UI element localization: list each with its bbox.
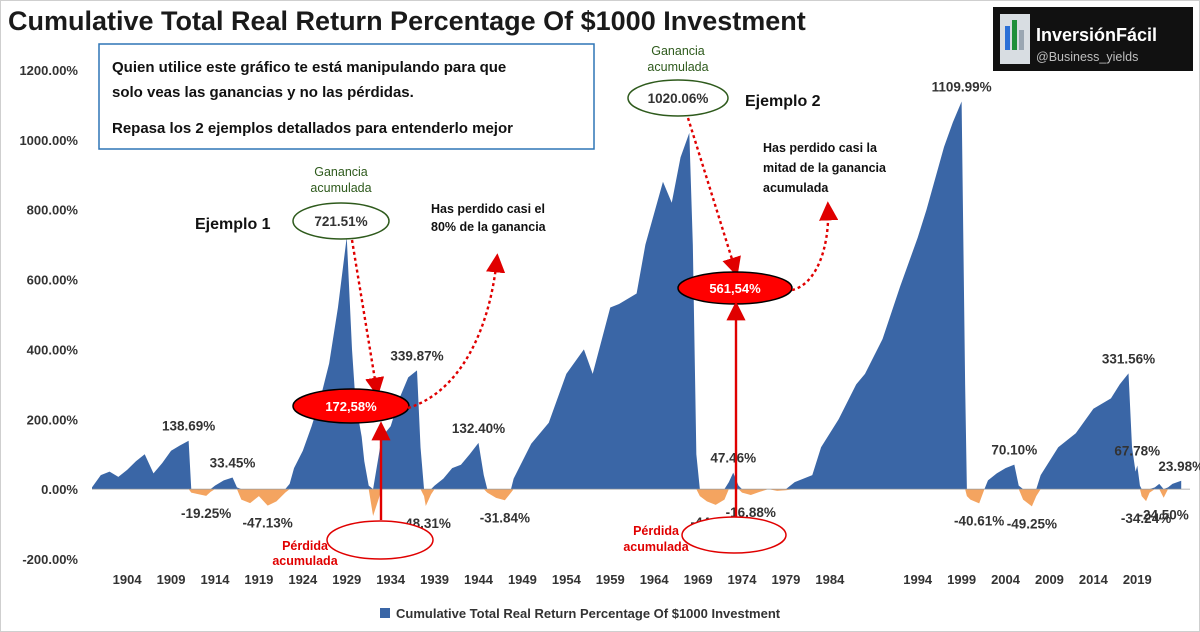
y-tick-label: 400.00% bbox=[27, 342, 79, 357]
data-label: 132.40% bbox=[452, 421, 505, 436]
x-tick-label: 1979 bbox=[771, 572, 800, 587]
x-axis: 1904 1909 1914 1919 1924 1929 1934 1939 1944 1949… bbox=[113, 572, 1152, 587]
ej2-message-1: Has perdido casi la bbox=[763, 141, 878, 155]
ej1-message-2: 80% de la ganancia bbox=[431, 220, 547, 234]
brand-logo-icon bbox=[1000, 14, 1030, 64]
x-tick-label: 1974 bbox=[728, 572, 758, 587]
note-box: Quien utilice este gráfico te está manip… bbox=[98, 43, 595, 150]
x-tick-label: 1959 bbox=[596, 572, 625, 587]
brand-name: InversiónFácil bbox=[1036, 25, 1157, 45]
x-tick-label: 2019 bbox=[1123, 572, 1152, 587]
y-axis: 1200.00% 1000.00% 800.00% 600.00% 400.00% 200… bbox=[19, 63, 78, 567]
data-label: -49.25% bbox=[1007, 516, 1057, 531]
ej1-message-1: Has perdido casi el bbox=[431, 202, 545, 216]
x-tick-label: 2004 bbox=[991, 572, 1021, 587]
ej2-loss-ellipse bbox=[681, 516, 787, 554]
x-tick-label: 1944 bbox=[464, 572, 494, 587]
x-tick-label: 1904 bbox=[113, 572, 143, 587]
data-label: 67.78% bbox=[1114, 443, 1160, 458]
brand-badge: InversiónFácil @Business_yields bbox=[993, 7, 1193, 71]
x-tick-label: 1954 bbox=[552, 572, 582, 587]
x-tick-label: 1999 bbox=[947, 572, 976, 587]
ej2-message-3: acumulada bbox=[763, 181, 829, 195]
positive-area bbox=[92, 101, 1182, 490]
series-area bbox=[92, 101, 1182, 516]
x-tick-label: 1929 bbox=[332, 572, 361, 587]
x-tick-label: 1939 bbox=[420, 572, 449, 587]
chart-title: Cumulative Total Real Return Percentage … bbox=[8, 6, 806, 36]
data-label: 33.45% bbox=[210, 455, 256, 470]
ej1-gain-label-1: Ganancia bbox=[314, 165, 368, 179]
example-2: Ganancia acumulada 1020.06% Ejemplo 2 Ha… bbox=[623, 44, 887, 554]
note-line-3: Repasa los 2 ejemplos detallados para en… bbox=[112, 120, 513, 137]
x-tick-label: 2009 bbox=[1035, 572, 1064, 587]
y-tick-label: 1200.00% bbox=[19, 63, 78, 78]
ej2-peak-ellipse bbox=[627, 79, 729, 117]
negative-area bbox=[92, 489, 1182, 516]
x-tick-label: 1949 bbox=[508, 572, 537, 587]
y-tick-label: 200.00% bbox=[27, 412, 79, 427]
ej2-gain-label-1: Ganancia bbox=[651, 44, 705, 58]
note-line-1: Quien utilice este gráfico te está manip… bbox=[112, 59, 506, 76]
ej1-loss-ellipse bbox=[326, 520, 434, 560]
ej1-loss-label-2: acumulada bbox=[272, 554, 338, 568]
x-tick-label: 1934 bbox=[376, 572, 406, 587]
example-1: Ejemplo 1 Ganancia acumulada 721.51% Has… bbox=[195, 165, 547, 568]
data-label: 138.69% bbox=[162, 419, 215, 434]
ej1-loss-label-1: Pérdida bbox=[282, 539, 329, 553]
x-tick-label: 1984 bbox=[815, 572, 845, 587]
data-label: 339.87% bbox=[390, 348, 443, 363]
data-label: 331.56% bbox=[1102, 351, 1155, 366]
legend-label: Cumulative Total Real Return Percentage … bbox=[396, 606, 781, 621]
data-label: 70.10% bbox=[991, 443, 1037, 458]
ej2-peak-value: 1020.06% bbox=[648, 91, 709, 106]
ej2-gain-label-2: acumulada bbox=[647, 60, 708, 74]
y-tick-label: 1000.00% bbox=[19, 133, 78, 148]
legend: Cumulative Total Real Return Percentage … bbox=[380, 606, 781, 621]
ej1-peak-value: 721.51% bbox=[314, 214, 367, 229]
x-tick-label: 1994 bbox=[903, 572, 933, 587]
note-line-2: solo veas las ganancias y no las pérdida… bbox=[112, 84, 414, 101]
ej1-peak-ellipse bbox=[292, 202, 390, 240]
ej1-recovered-value: 172,58% bbox=[325, 399, 377, 414]
x-tick-label: 1924 bbox=[288, 572, 318, 587]
ej2-loss-label-1: Pérdida bbox=[633, 524, 680, 538]
data-label: 47.46% bbox=[710, 451, 756, 466]
example-2-title: Ejemplo 2 bbox=[745, 93, 821, 110]
y-tick-label: -200.00% bbox=[22, 552, 78, 567]
data-label: -31.84% bbox=[480, 510, 530, 525]
x-tick-label: 2014 bbox=[1079, 572, 1109, 587]
ej2-recovered-value: 561,54% bbox=[709, 281, 761, 296]
data-label: -40.61% bbox=[954, 513, 1004, 528]
data-label: -24.50% bbox=[1138, 508, 1188, 523]
ej1-gain-label-2: acumulada bbox=[310, 181, 371, 195]
brand-handle: @Business_yields bbox=[1036, 50, 1138, 64]
ej2-loss-label-2: acumulada bbox=[623, 540, 689, 554]
data-label: -47.13% bbox=[243, 516, 293, 531]
y-tick-label: 600.00% bbox=[27, 273, 79, 288]
x-tick-label: 1919 bbox=[244, 572, 273, 587]
x-tick-label: 1914 bbox=[201, 572, 231, 587]
x-tick-label: 1909 bbox=[157, 572, 186, 587]
data-label: -16.88% bbox=[726, 505, 776, 520]
data-label: -19.25% bbox=[181, 506, 231, 521]
x-tick-label: 1964 bbox=[640, 572, 670, 587]
legend-swatch bbox=[380, 608, 390, 618]
data-label: -34.24% bbox=[1121, 511, 1171, 526]
example-1-title: Ejemplo 1 bbox=[195, 216, 271, 233]
data-label: 23.98% bbox=[1158, 459, 1200, 474]
y-tick-label: 800.00% bbox=[27, 203, 79, 218]
x-tick-label: 1969 bbox=[684, 572, 713, 587]
ej2-message-2: mitad de la ganancia bbox=[763, 161, 887, 175]
y-tick-label: 0.00% bbox=[41, 482, 78, 497]
ej1-recovered-ellipse bbox=[292, 388, 410, 424]
data-label: 1109.99% bbox=[932, 79, 992, 94]
